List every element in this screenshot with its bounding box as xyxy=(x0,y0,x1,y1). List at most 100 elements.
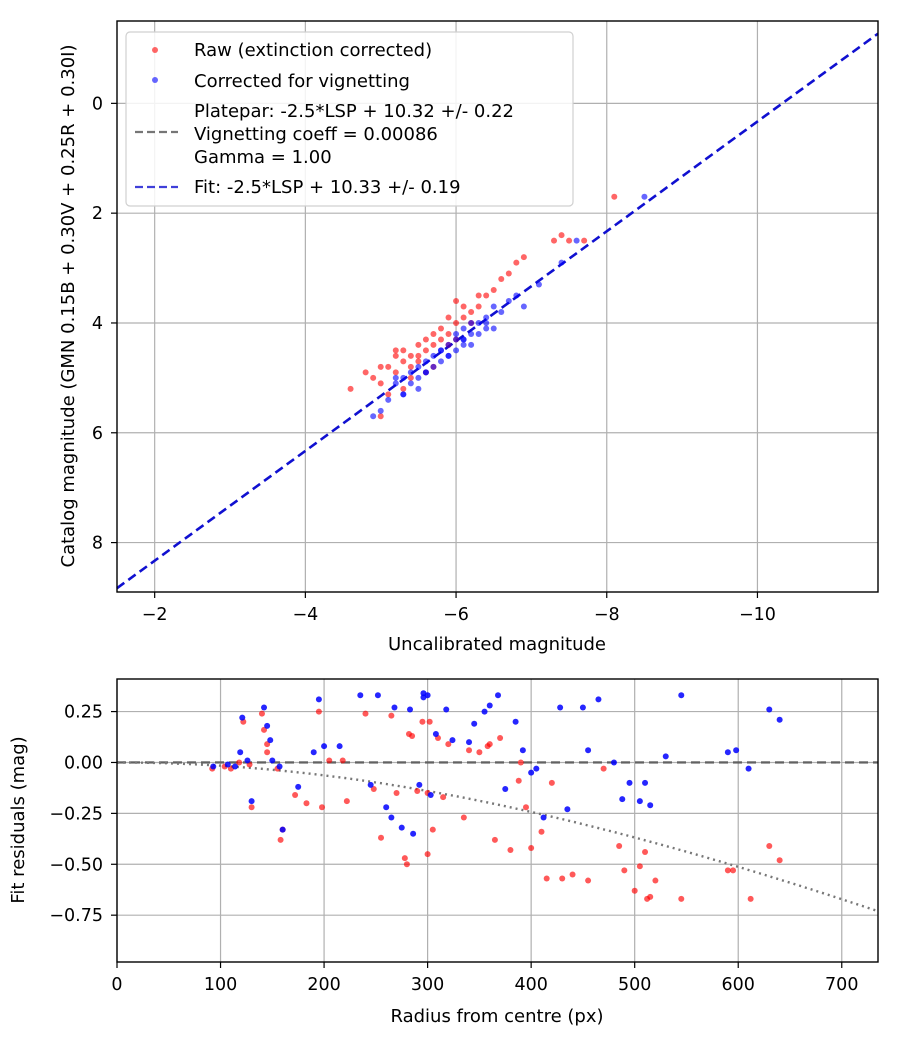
raw-point xyxy=(475,292,482,299)
corrected-residual-point xyxy=(367,781,374,788)
raw-residual-point xyxy=(647,893,654,900)
raw-residual-point xyxy=(403,861,410,868)
corrected-point xyxy=(573,237,580,244)
raw-residual-point xyxy=(515,777,522,784)
raw-residual-point xyxy=(409,733,416,740)
bottom-y-tick-label: −0.75 xyxy=(49,906,103,926)
raw-residual-point xyxy=(507,847,514,854)
corrected-point xyxy=(490,303,497,310)
corrected-point xyxy=(430,352,437,359)
bottom-x-tick-label: 700 xyxy=(825,975,858,995)
top-ylabel: Catalog magnitude (GMN 0.15B + 0.30V + 0… xyxy=(58,44,79,567)
raw-residual-point xyxy=(636,863,643,870)
raw-point xyxy=(400,385,407,392)
corrected-point xyxy=(483,314,490,321)
corrected-residual-point xyxy=(383,804,390,811)
corrected-residual-point xyxy=(724,749,731,756)
bottom-y-tick-label: −0.50 xyxy=(49,855,103,875)
corrected-residual-point xyxy=(766,706,773,713)
raw-point xyxy=(437,325,444,332)
raw-residual-point xyxy=(264,741,271,748)
raw-residual-point xyxy=(277,836,284,843)
corrected-point xyxy=(392,374,399,381)
bottom-y-tick-label: −0.25 xyxy=(49,804,103,824)
corrected-residual-point xyxy=(585,747,592,754)
raw-point xyxy=(453,319,460,326)
legend-corrected-label: Corrected for vignetting xyxy=(194,71,410,92)
raw-residual-point xyxy=(424,851,431,858)
corrected-residual-point xyxy=(237,749,244,756)
corrected-residual-point xyxy=(432,730,439,737)
raw-residual-point xyxy=(426,718,433,725)
raw-residual-point xyxy=(414,787,421,794)
corrected-residual-point xyxy=(336,743,343,750)
raw-point xyxy=(437,336,444,343)
raw-point xyxy=(392,369,399,376)
raw-point xyxy=(415,358,422,365)
corrected-residual-point xyxy=(486,702,493,709)
corrected-point xyxy=(468,341,475,348)
legend-corrected-marker xyxy=(152,77,158,83)
raw-residual-point xyxy=(419,718,426,725)
corrected-point xyxy=(460,336,467,343)
corrected-residual-point xyxy=(244,757,251,764)
raw-point xyxy=(430,341,437,348)
corrected-residual-point xyxy=(269,757,276,764)
raw-point xyxy=(422,347,429,354)
corrected-point xyxy=(437,358,444,365)
raw-point xyxy=(392,352,399,359)
corrected-point xyxy=(445,352,452,359)
top-x-tick-label: −10 xyxy=(739,605,776,625)
raw-residual-point xyxy=(585,877,592,884)
raw-residual-point xyxy=(326,757,333,764)
raw-point xyxy=(475,303,482,310)
raw-point xyxy=(385,391,392,398)
raw-residual-point xyxy=(378,834,385,841)
bottom-x-tick-label: 600 xyxy=(722,975,755,995)
raw-residual-point xyxy=(642,849,649,856)
corrected-residual-point xyxy=(466,739,473,746)
raw-point xyxy=(370,374,377,381)
bottom-y-tick-label: 0.00 xyxy=(64,753,103,773)
legend-vignetting-label: Vignetting coeff = 0.00086 xyxy=(194,124,438,145)
bottom-reference-lines xyxy=(117,761,879,913)
corrected-point xyxy=(407,369,414,376)
raw-residual-point xyxy=(766,842,773,849)
top-x-tick-label: −4 xyxy=(292,605,318,625)
corrected-point xyxy=(558,259,565,266)
bottom-ylabel: Fit residuals (mag) xyxy=(8,736,29,903)
top-x-tick-label: −6 xyxy=(443,605,469,625)
corrected-residual-point xyxy=(502,785,509,792)
raw-residual-point xyxy=(343,798,350,805)
corrected-point xyxy=(400,374,407,381)
corrected-point xyxy=(453,336,460,343)
fit-line xyxy=(116,32,879,590)
raw-residual-point xyxy=(236,759,243,766)
bottom-x-tick-label: 100 xyxy=(204,975,237,995)
bottom-x-tick-label: 0 xyxy=(111,975,122,995)
corrected-point xyxy=(475,330,482,337)
raw-point xyxy=(385,363,392,370)
corrected-residual-point xyxy=(295,783,302,790)
corrected-residual-point xyxy=(678,692,685,699)
corrected-point xyxy=(422,358,429,365)
corrected-residual-point xyxy=(733,747,740,754)
raw-residual-point xyxy=(429,826,436,833)
corrected-residual-point xyxy=(557,704,564,711)
corrected-point xyxy=(385,396,392,403)
corrected-point xyxy=(430,363,437,370)
legend-fit-label: Fit: -2.5*LSP + 10.33 +/- 0.19 xyxy=(194,177,461,198)
top-fit-line xyxy=(116,32,879,590)
raw-residual-point xyxy=(460,814,467,821)
raw-residual-point xyxy=(491,836,498,843)
raw-point xyxy=(407,352,414,359)
raw-point xyxy=(407,374,414,381)
corrected-residual-point xyxy=(519,747,526,754)
raw-residual-point xyxy=(445,741,452,748)
raw-residual-point xyxy=(388,712,395,719)
raw-residual-point xyxy=(264,749,271,756)
top-y-tick-label: 4 xyxy=(92,314,103,334)
corrected-point xyxy=(460,325,467,332)
